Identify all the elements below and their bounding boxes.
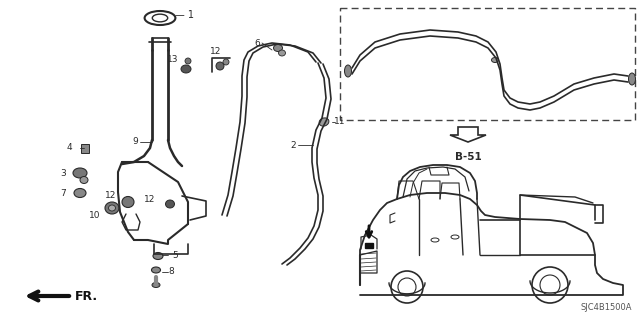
Text: 13: 13 [166, 56, 178, 64]
Bar [81, 144, 89, 153]
Ellipse shape [344, 65, 351, 77]
Ellipse shape [152, 267, 161, 273]
Text: 12: 12 [143, 196, 155, 204]
Ellipse shape [122, 197, 134, 207]
Ellipse shape [152, 283, 160, 287]
Text: 12: 12 [210, 48, 221, 56]
Text: 2: 2 [291, 140, 296, 150]
Ellipse shape [185, 58, 191, 64]
Ellipse shape [278, 50, 285, 56]
Text: 10: 10 [88, 211, 100, 219]
Text: 5: 5 [172, 250, 178, 259]
Text: 9: 9 [132, 137, 138, 146]
Ellipse shape [216, 62, 224, 70]
Ellipse shape [80, 176, 88, 183]
Ellipse shape [181, 65, 191, 73]
Bar [340, 8, 635, 120]
Ellipse shape [223, 59, 229, 65]
Text: B-51: B-51 [454, 152, 481, 162]
Text: — 1: — 1 [175, 10, 194, 20]
Text: 4: 4 [67, 144, 72, 152]
Ellipse shape [105, 202, 119, 214]
Ellipse shape [319, 118, 329, 126]
Ellipse shape [74, 189, 86, 197]
Ellipse shape [73, 168, 87, 178]
Ellipse shape [109, 205, 115, 211]
Ellipse shape [273, 44, 282, 51]
Text: 8: 8 [168, 268, 173, 277]
Ellipse shape [628, 73, 636, 85]
Bar [365, 243, 373, 248]
Text: 6: 6 [254, 39, 260, 48]
Text: 7: 7 [60, 189, 66, 197]
Text: 11: 11 [334, 117, 346, 127]
Ellipse shape [153, 253, 163, 259]
Text: FR.: FR. [75, 290, 98, 302]
Ellipse shape [492, 57, 499, 63]
Ellipse shape [166, 200, 175, 208]
Text: 3: 3 [60, 168, 66, 177]
Text: 12: 12 [104, 190, 116, 199]
Text: SJC4B1500A: SJC4B1500A [580, 303, 632, 312]
